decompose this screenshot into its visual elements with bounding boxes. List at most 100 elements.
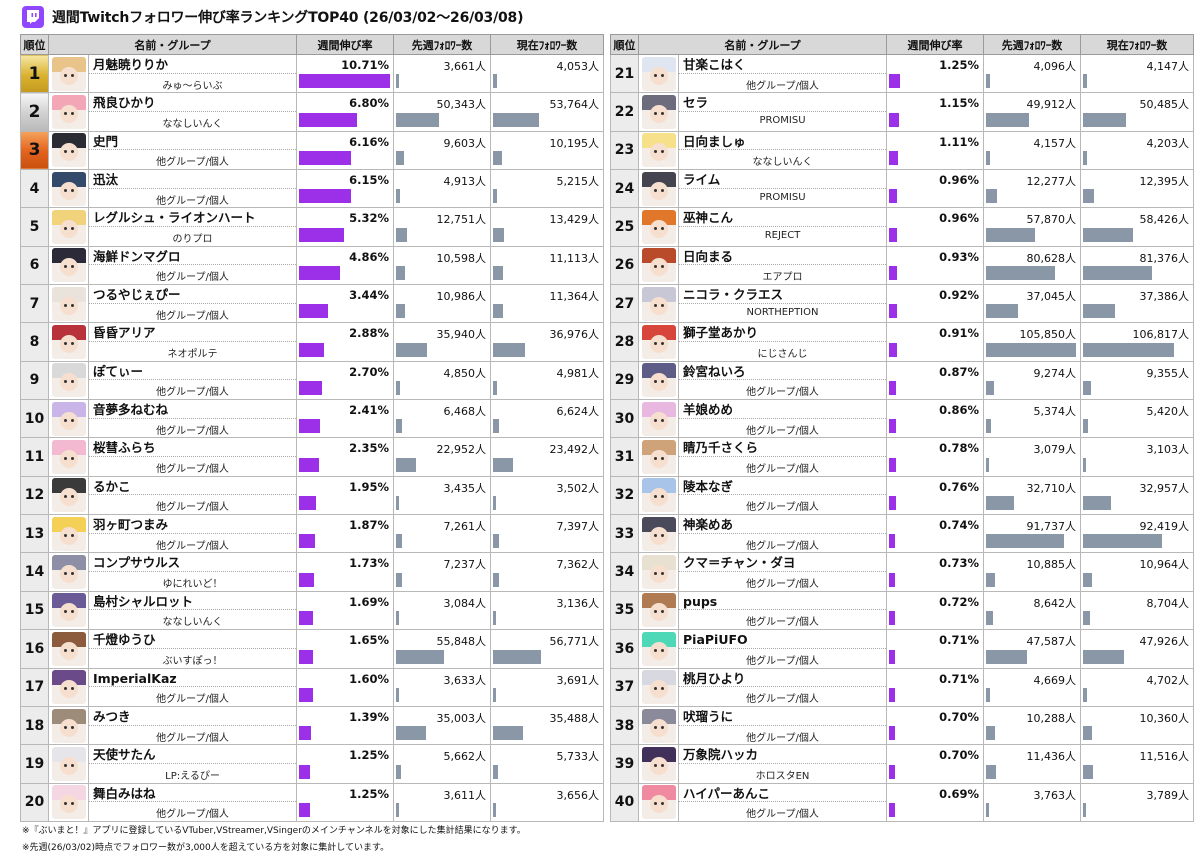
avatar-image [641,631,676,666]
prev-followers-cell-bar [396,726,426,741]
avatar-hair-shape [641,401,676,417]
streamer-name: ハイパーあんこ [679,784,886,803]
growth-cell-value: 0.92% [939,288,979,303]
prev-followers-cell-bar [396,419,402,434]
avatar-eye-shape [653,150,657,154]
curr-followers-cell-bar [1083,266,1153,281]
curr-followers-cell-value: 3,656人 [556,788,600,802]
prev-followers-cell: 10,288人 [983,705,1081,746]
streamer-name: ライム [679,170,886,189]
avatar-face-shape [59,718,78,737]
curr-followers-cell-bar [1083,304,1115,319]
prev-followers-cell: 105,850人 [983,322,1081,362]
avatar-face-shape [59,565,78,584]
curr-followers-cell: 37,386人 [1080,284,1194,324]
curr-followers-cell-value: 8,704人 [1146,596,1190,610]
prev-followers-cell-bar [986,419,991,434]
avatar-face-shape [649,220,668,239]
growth-cell-bar [299,304,329,319]
avatar-eye-shape [660,533,664,537]
curr-followers-cell-value: 4,053人 [556,60,600,73]
growth-cell-bar [299,189,352,204]
curr-followers-cell-bar [493,687,497,702]
prev-followers-cell-bar [396,151,405,166]
avatar-eye-shape [660,687,664,691]
prev-followers-cell-value: 4,669人 [1033,673,1077,687]
prev-followers-cell-value: 10,986人 [436,290,487,304]
table-row: 31 睛乃千さくら 他グループ/個人 0.78% 3,079人 3,103人 [610,437,1194,477]
name-cell: ライム PROMISU [678,169,887,209]
rank-cell: 16 [20,629,49,669]
streamer-name: クマ＝チャン・ダヨ [679,553,886,573]
curr-followers-cell-bar [493,419,499,434]
curr-followers-cell-value: 4,981人 [556,366,600,380]
prev-followers-cell-value: 10,885人 [1026,558,1077,572]
group-name: NORTHEPTION [746,306,819,318]
growth-cell: 0.71% [886,667,984,707]
avatar-hair-shape [51,171,86,187]
growth-cell-value: 2.35% [349,441,389,456]
header-rank: 順位 [20,34,49,55]
prev-followers-cell-bar [396,381,401,396]
streamer-name: コンプサウルス [89,553,296,573]
growth-cell-value: 1.87% [349,518,389,533]
streamer-name: 史門 [89,132,296,151]
growth-cell-value: 0.70% [939,709,979,724]
growth-cell-value: 2.88% [349,326,389,341]
growth-cell: 6.15% [296,169,394,209]
prev-followers-cell-bar [986,189,997,204]
streamer-name: 月魅暁りりか [89,55,296,74]
growth-cell-bar [299,802,310,817]
table-row: 22 セラ PROMISU 1.15% 49,912人 50,485人 [610,92,1194,132]
avatar-face-shape [649,680,668,699]
growth-cell: 1.11% [886,130,984,171]
group-name: ななしいんく [162,617,223,629]
table-row: 3 史門 他グループ/個人 6.16% 9,603人 10,195人 [20,130,604,171]
avatar-eye-shape [653,303,657,307]
prev-followers-cell-bar [986,266,1055,281]
avatar-eye-shape [653,418,657,422]
table-row: 25 巫神こん REJECT 0.96% 57,870人 58,426人 [610,207,1194,247]
avatar-eye-shape [660,457,664,461]
prev-followers-cell-value: 7,261人 [443,520,487,534]
rank-cell: 12 [20,475,49,516]
table-row: 5 レグルシュ・ライオンハート のりプロ 5.32% 12,751人 13,429人 [20,207,604,247]
avatar-hair-shape [51,133,86,149]
avatar-face-shape [649,488,668,507]
prev-followers-cell-bar [986,496,1014,511]
name-cell: 神楽めあ 他グループ/個人 [678,514,887,554]
avatar-eye-shape [653,610,657,614]
curr-followers-cell: 81,376人 [1080,245,1194,286]
rank-cell: 34 [610,552,639,592]
group-name: 他グループ/個人 [156,157,229,169]
streamer-name: みつき [89,707,296,726]
name-cell: 桃月ひより 他グループ/個人 [678,667,887,707]
name-cell: 獅子堂あかり にじさんじ [678,322,887,362]
avatar-eye-shape [63,418,67,422]
table-row: 35 pups 他グループ/個人 0.72% 8,642人 8,704人 [610,590,1194,631]
growth-cell-bar [299,687,313,702]
growth-cell: 0.87% [886,360,984,401]
avatar-cell [48,744,89,784]
group-name: REJECT [764,230,801,242]
name-cell: 羊娘めめ 他グループ/個人 [678,399,887,439]
prev-followers-cell: 5,662人 [393,744,491,784]
avatar-cell [48,782,89,822]
growth-cell-value: 0.72% [939,594,979,609]
avatar-eye-shape [70,572,74,576]
prev-followers-cell-value: 3,611人 [443,788,487,802]
name-cell: 巫神こん REJECT [678,207,887,247]
avatar-eye-shape [70,342,74,346]
table-row: 23 日向ましゅ ななしいんく 1.11% 4,157人 4,203人 [610,130,1194,171]
growth-cell-value: 0.86% [939,403,979,418]
avatar-eye-shape [63,572,67,576]
prev-followers-cell: 57,870人 [983,207,1081,247]
name-cell: 甘楽こはく 他グループ/個人 [678,53,887,94]
curr-followers-cell-bar [493,74,497,89]
table-row: 15 島村シャルロット ななしいんく 1.69% 3,084人 3,136人 [20,590,604,631]
curr-followers-cell-bar [1083,496,1112,511]
prev-followers-cell: 7,237人 [393,552,491,592]
growth-cell-bar [299,342,324,357]
table-row: 14 コンプサウルス ゆにれいど！ 1.73% 7,237人 7,362人 [20,552,604,592]
avatar-hair-shape [641,593,676,609]
